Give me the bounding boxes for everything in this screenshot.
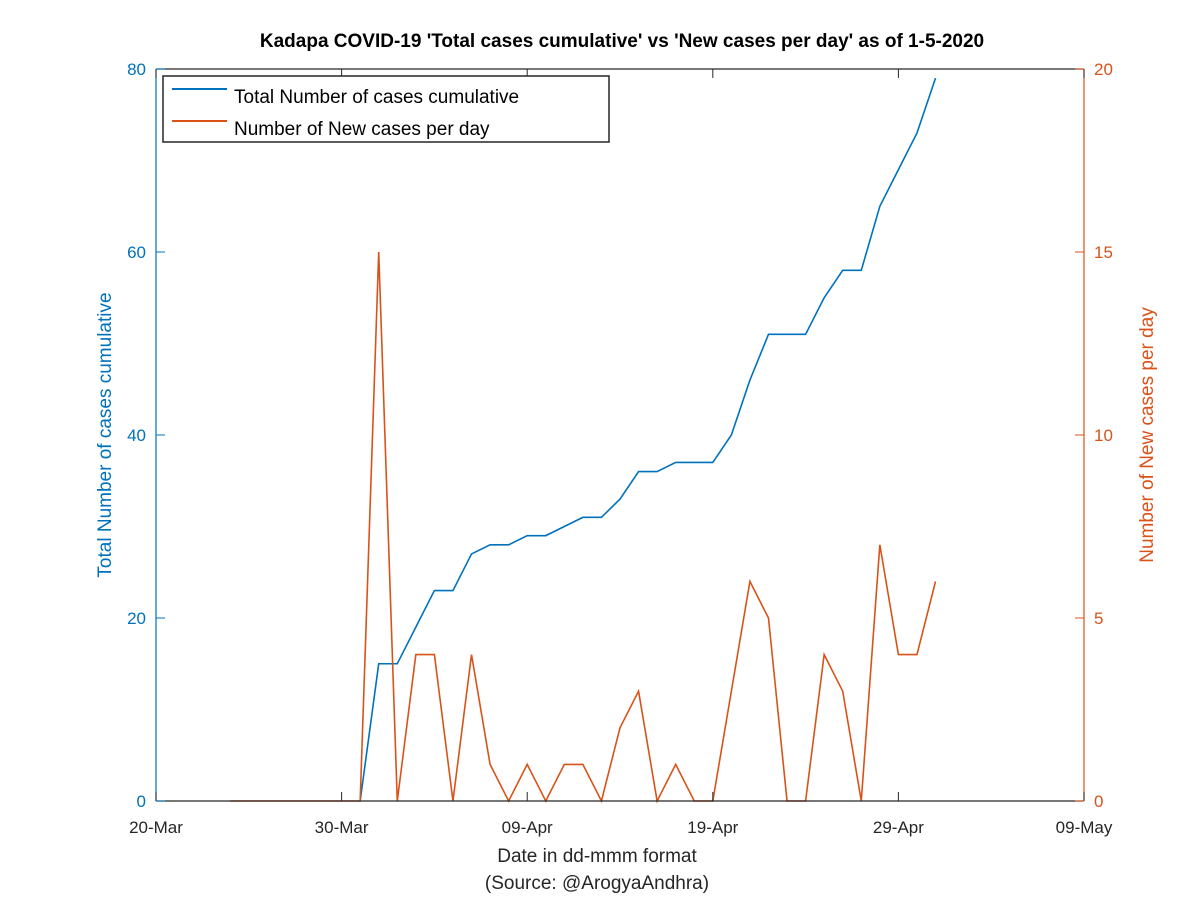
x-tick-label: 09-May (1056, 818, 1113, 837)
y-left-tick-label: 0 (137, 792, 146, 811)
legend-label-cumulative: Total Number of cases cumulative (234, 87, 519, 108)
x-tick-label: 20-Mar (129, 818, 183, 837)
y-axis-left-label: Total Number of cases cumulative (95, 292, 116, 577)
x-tick-label: 30-Mar (315, 818, 369, 837)
y-axis-right-label: Number of New cases per day (1137, 307, 1158, 563)
legend-label-daily: Number of New cases per day (234, 119, 490, 140)
y-left-tick-label: 20 (127, 609, 146, 628)
x-tick-label: 19-Apr (687, 818, 738, 837)
x-tick-label: 09-Apr (502, 818, 553, 837)
y-left-tick-label: 60 (127, 243, 146, 262)
legend: Total Number of cases cumulative Number … (162, 75, 610, 143)
y-right-tick-label: 15 (1094, 243, 1113, 262)
y-left-tick-label: 40 (127, 426, 146, 445)
y-right-tick-label: 5 (1094, 609, 1103, 628)
axes (155, 68, 1085, 802)
x-tick-label: 29-Apr (873, 818, 924, 837)
y-right-tick-label: 20 (1094, 60, 1113, 79)
y-left-tick-label: 80 (127, 60, 146, 79)
y-right-tick-label: 10 (1094, 426, 1113, 445)
tick-labels: 20-Mar 30-Mar 09-Apr 19-Apr 29-Apr 09-May 0 20 4… (127, 60, 1113, 837)
x-axis-source-note: (Source: @ArogyaAndhra) (485, 873, 709, 894)
x-axis-label: Date in dd-mmm format (497, 846, 697, 867)
legend-box (162, 75, 610, 143)
series-line-cumulative (359, 77, 937, 802)
y-right-tick-label: 0 (1094, 792, 1103, 811)
chart-title: Kadapa COVID-19 'Total cases cumulative'… (260, 31, 984, 52)
